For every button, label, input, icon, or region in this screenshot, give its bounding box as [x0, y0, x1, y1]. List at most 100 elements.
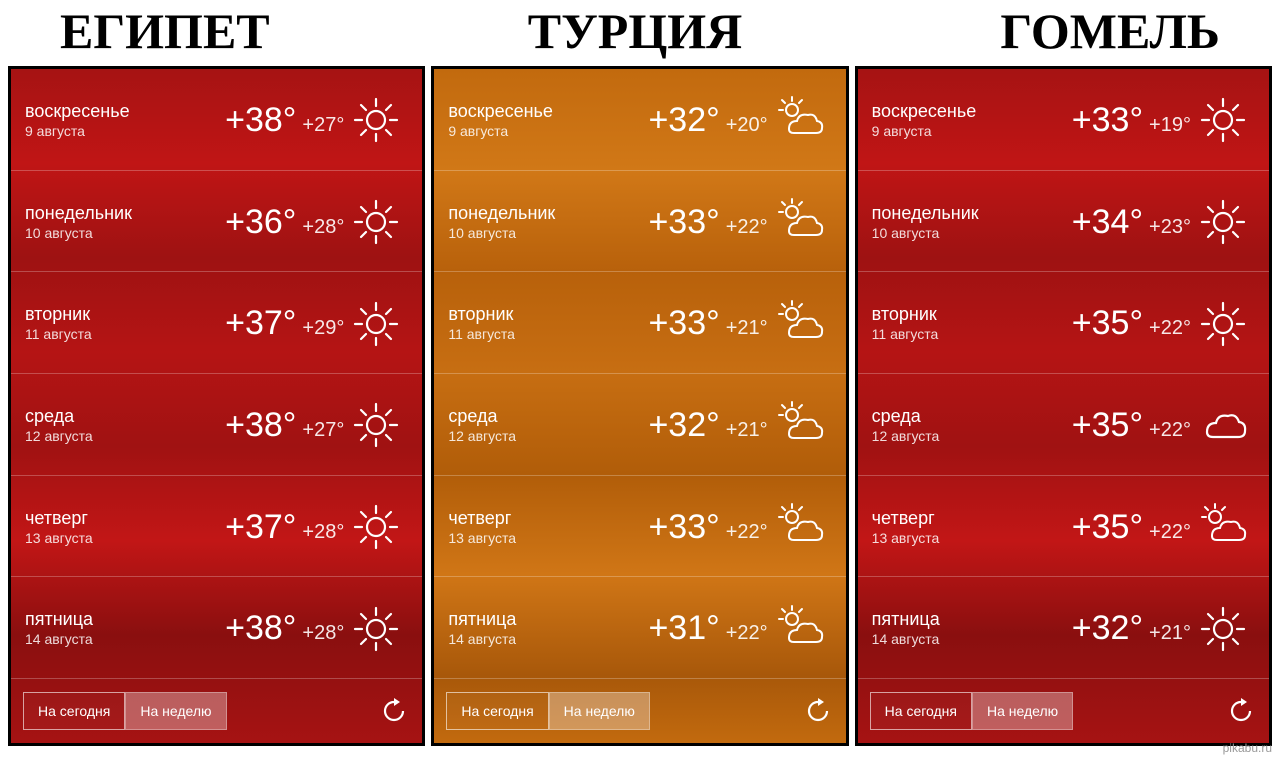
temps: +35°+22° — [1072, 406, 1191, 445]
day-name: среда — [448, 407, 648, 425]
temp-low: +22° — [726, 622, 768, 645]
day-date: 11 августа — [25, 326, 225, 342]
temp-high: +36° — [225, 203, 296, 242]
weather-icon — [1191, 400, 1255, 450]
title-turkey: ТУРЦИЯ — [528, 2, 742, 60]
weather-icon — [344, 299, 408, 349]
temps: +34°+23° — [1072, 203, 1191, 242]
day-date: 14 августа — [872, 631, 1072, 647]
temp-high: +32° — [648, 101, 719, 140]
day-date: 13 августа — [872, 530, 1072, 546]
refresh-button[interactable] — [1225, 695, 1257, 727]
day-name: воскресенье — [448, 102, 648, 120]
week-button[interactable]: На неделю — [972, 692, 1073, 730]
weather-icon — [1191, 197, 1255, 247]
titles-row: ЕГИПЕТ ТУРЦИЯ ГОМЕЛЬ — [0, 0, 1280, 66]
temp-low: +19° — [1149, 114, 1191, 137]
day-name: вторник — [25, 305, 225, 323]
weather-icon — [768, 197, 832, 247]
day-column: воскресенье9 августа — [25, 102, 225, 139]
day-column: среда12 августа — [448, 407, 648, 444]
day-column: понедельник10 августа — [872, 204, 1072, 241]
temp-low: +22° — [726, 216, 768, 239]
forecast-row: четверг13 августа+35°+22° — [858, 476, 1269, 578]
day-date: 13 августа — [25, 530, 225, 546]
forecast-row: воскресенье9 августа+38°+27° — [11, 69, 422, 171]
today-button[interactable]: На сегодня — [446, 692, 548, 730]
temps: +35° +22° — [1072, 508, 1191, 547]
forecast-row: воскресенье9 августа+33°+19° — [858, 69, 1269, 171]
temp-high: +35° — [1072, 304, 1143, 343]
day-date: 14 августа — [448, 631, 648, 647]
day-column: вторник 11 августа — [25, 305, 225, 342]
day-date: 9 августа — [448, 123, 648, 139]
temp-low: +28° — [302, 622, 344, 645]
forecast-row: среда12 августа+38°+27° — [11, 374, 422, 476]
day-column: вторник11 августа — [448, 305, 648, 342]
forecast-row: вторник11 августа+35°+22° — [858, 272, 1269, 374]
panel-footer: На сегодняНа неделю — [11, 679, 422, 743]
temps: +35° +22° — [1072, 304, 1191, 343]
day-date: 10 августа — [448, 225, 648, 241]
week-button[interactable]: На неделю — [125, 692, 226, 730]
day-name: среда — [25, 407, 225, 425]
temp-high: +35° — [1072, 406, 1143, 445]
temp-low: +21° — [726, 419, 768, 442]
refresh-button[interactable] — [802, 695, 834, 727]
weather-icon — [344, 95, 408, 145]
temps: +31° +22° — [648, 609, 767, 648]
weather-icon — [344, 604, 408, 654]
forecast-row: понедельник10 августа+34°+23° — [858, 171, 1269, 273]
day-column: воскресенье9 августа — [872, 102, 1072, 139]
day-date: 9 августа — [872, 123, 1072, 139]
temps: +37°+28° — [225, 508, 344, 547]
day-date: 10 августа — [25, 225, 225, 241]
temp-low: +20° — [726, 114, 768, 137]
temp-low: +28° — [302, 216, 344, 239]
temp-low: +22° — [1149, 317, 1191, 340]
weather-icon — [1191, 604, 1255, 654]
day-name: понедельник — [25, 204, 225, 222]
temp-high: +38° — [225, 101, 296, 140]
day-column: среда12 августа — [872, 407, 1072, 444]
temp-high: +33° — [648, 508, 719, 547]
day-date: 12 августа — [872, 428, 1072, 444]
day-date: 14 августа — [25, 631, 225, 647]
temp-low: +29° — [302, 317, 344, 340]
day-name: понедельник — [448, 204, 648, 222]
weather-icon — [768, 95, 832, 145]
weather-icon — [768, 400, 832, 450]
day-date: 11 августа — [872, 326, 1072, 342]
weather-panel: воскресенье9 августа+33°+19°понедельник1… — [855, 66, 1272, 746]
today-button[interactable]: На сегодня — [870, 692, 972, 730]
panel-footer: На сегодняНа неделю — [434, 679, 845, 743]
day-date: 9 августа — [25, 123, 225, 139]
watermark: pikabu.ru — [1223, 741, 1272, 755]
weather-panel: воскресенье9 августа+32°+20°понедельник1… — [431, 66, 848, 746]
forecast-row: пятница14 августа+32°+21° — [858, 577, 1269, 679]
weather-panel: воскресенье9 августа+38°+27° понедельник 1… — [8, 66, 425, 746]
temps: +32° +21° — [648, 406, 767, 445]
day-name: понедельник — [872, 204, 1072, 222]
temp-high: +34° — [1072, 203, 1143, 242]
refresh-button[interactable] — [378, 695, 410, 727]
temp-high: +32° — [1072, 609, 1143, 648]
temps: +37°+29° — [225, 304, 344, 343]
week-button[interactable]: На неделю — [549, 692, 650, 730]
today-button[interactable]: На сегодня — [23, 692, 125, 730]
temp-low: +21° — [1149, 622, 1191, 645]
temp-high: +32° — [648, 406, 719, 445]
temps: +33°+22° — [648, 508, 767, 547]
forecast-row: воскресенье 9 августа+32° +20° — [434, 69, 845, 171]
panels-row: воскресенье9 августа+38°+27°понедельник1… — [0, 66, 1280, 754]
temp-high: +31° — [648, 609, 719, 648]
temp-low: +21° — [726, 317, 768, 340]
temp-low: +28° — [302, 521, 344, 544]
temp-high: +38° — [225, 609, 296, 648]
title-gomel: ГОМЕЛЬ — [1000, 2, 1220, 60]
forecast-row: вторник 11 августа+37°+29° — [11, 272, 422, 374]
temp-low: +22° — [1149, 521, 1191, 544]
temps: +38°+27° — [225, 101, 344, 140]
temp-high: +35° — [1072, 508, 1143, 547]
title-egypt: ЕГИПЕТ — [60, 2, 270, 60]
